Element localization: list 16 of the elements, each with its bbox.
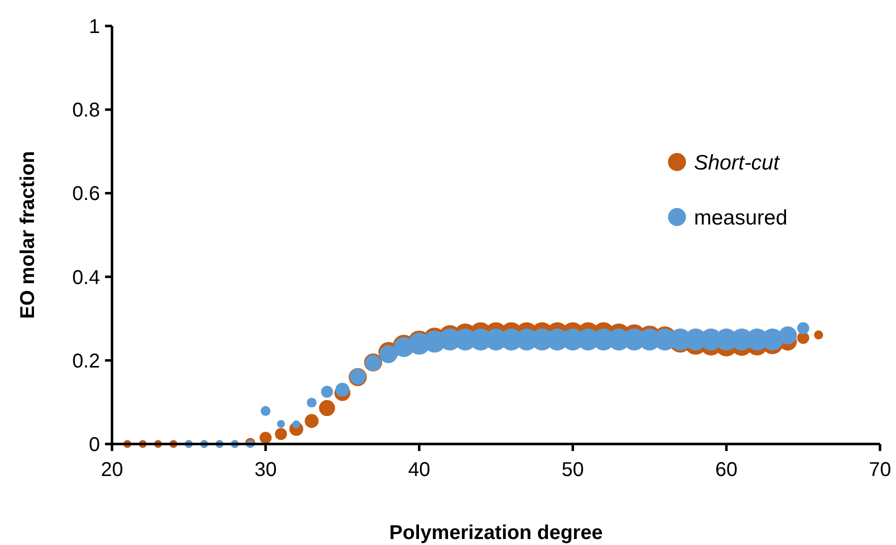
x-tick-label: 50 (562, 459, 584, 481)
x-axis-title: Polymerization degree (389, 522, 603, 544)
x-tick-label: 30 (254, 459, 277, 481)
x-tick-label: 20 (100, 459, 124, 481)
x-tick-label: 40 (408, 459, 430, 481)
y-tick-label: 0.2 (72, 350, 100, 372)
y-tick-label: 1 (88, 16, 100, 38)
legend-label: measured (694, 206, 788, 230)
x-tick-label: 60 (715, 459, 738, 481)
x-tick-label: 70 (868, 459, 892, 481)
y-tick-label: 0.8 (72, 100, 100, 122)
legend-label: Short-cut (694, 151, 780, 174)
y-tick-label: 0.6 (72, 183, 100, 206)
y-axis-title: EO molar fraction (17, 151, 39, 319)
y-tick-label: 0 (88, 434, 100, 456)
y-tick-label: 0.4 (72, 266, 100, 289)
